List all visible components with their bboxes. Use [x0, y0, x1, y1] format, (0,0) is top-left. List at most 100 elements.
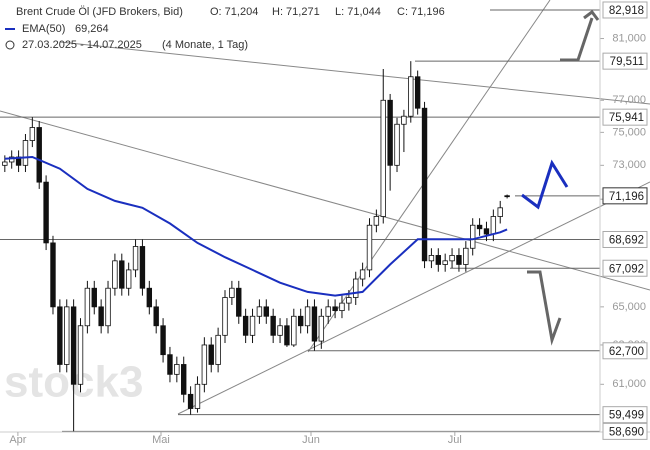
level-box: [602, 406, 648, 424]
candle-body: [421, 107, 428, 262]
candle-body: [394, 123, 400, 166]
candle-body: [105, 287, 111, 327]
level-label: 79,511: [610, 56, 644, 68]
y-tick-label: 75,000: [612, 126, 646, 138]
level-label: 75,941: [609, 112, 644, 124]
ohlc-close: C: 71,196: [397, 6, 445, 18]
trend-line: [307, 0, 551, 353]
date-range: 27.03.2025 - 14.07.2025: [22, 39, 142, 51]
candle-body: [380, 99, 386, 217]
candle-body: [373, 216, 380, 226]
candle-body: [215, 334, 221, 365]
candle-body: [132, 246, 139, 271]
candle-body: [435, 255, 442, 265]
y-tick-label: 73,000: [612, 159, 646, 171]
candle-body: [304, 306, 311, 327]
level-box: [602, 342, 648, 360]
level-box: [602, 52, 648, 70]
x-tick-label: Apr: [9, 434, 26, 446]
ohlc-open: O: 71,204: [210, 6, 258, 18]
candle-body: [22, 140, 29, 166]
level-box: [602, 187, 648, 205]
drawings: [0, 0, 650, 415]
candle-body: [339, 302, 345, 312]
candle-body: [463, 247, 469, 265]
candle-body: [428, 255, 435, 262]
candle-body: [236, 287, 242, 317]
trend-line: [59, 41, 650, 105]
level-box: [602, 230, 648, 248]
candle-body: [325, 306, 331, 317]
level-label: 67,092: [609, 263, 644, 275]
candle-body: [401, 115, 407, 125]
ema-label: EMA(50): [22, 23, 65, 35]
arrow-blue: [521, 159, 569, 210]
candle-body: [181, 364, 187, 395]
candle-body: [208, 344, 214, 365]
candle-body: [263, 306, 269, 317]
candle-body: [449, 255, 455, 262]
candle-body: [112, 260, 118, 289]
candle-body: [470, 224, 476, 249]
arrow-head: [583, 9, 600, 21]
ema-line: [4, 155, 508, 297]
candle-body: [43, 181, 49, 244]
candle-body: [297, 315, 304, 327]
candle-body: [146, 287, 153, 308]
instrument: Brent Crude Öl (JFD Brokers, Bid): [16, 6, 183, 18]
candle-body: [98, 306, 104, 327]
duration: (4 Monate, 1 Tag): [162, 39, 248, 51]
candle-body: [291, 315, 297, 346]
candle-body: [77, 325, 84, 385]
level-box: [602, 1, 648, 19]
candle-body: [222, 297, 228, 336]
x-tick-label: Jul: [448, 434, 462, 446]
candle-body: [442, 260, 448, 265]
candle-body: [50, 242, 56, 308]
y-tick-label: 81,000: [612, 32, 646, 44]
candle-body: [229, 287, 235, 298]
trend-line: [177, 181, 650, 415]
candle-body: [318, 315, 325, 342]
candle-body: [256, 306, 263, 317]
candle-body: [483, 228, 490, 235]
candle-body: [270, 315, 276, 336]
candle-body: [187, 393, 194, 409]
candle-body: [125, 269, 132, 289]
plot: [0, 9, 600, 432]
candle-body: [249, 315, 256, 336]
level-label: 62,700: [609, 346, 644, 358]
candle-body: [119, 260, 125, 289]
y-tick-label: 61,000: [612, 378, 646, 390]
candle-body: [84, 287, 91, 327]
x-tick-label: Mai: [152, 434, 170, 446]
y-tick-label: 65,000: [612, 301, 646, 313]
candle-body: [476, 224, 483, 230]
ema-value: 69,264: [75, 23, 109, 35]
arrow-up: [560, 17, 594, 62]
candle-body: [160, 325, 166, 356]
ohlc-low: L: 71,044: [335, 6, 381, 18]
candle-body: [139, 246, 146, 289]
candle-body: [8, 156, 15, 163]
candle-body: [497, 207, 503, 217]
candle-body: [414, 76, 421, 109]
candle-body: [201, 344, 208, 385]
level-label: 59,499: [609, 410, 644, 422]
candle-body: [242, 315, 249, 336]
candle-body: [57, 306, 63, 365]
candle-body: [36, 127, 42, 183]
candle-body: [91, 287, 97, 308]
candle-body: [504, 195, 510, 198]
candle-body: [332, 306, 338, 312]
candle-body: [408, 76, 414, 117]
candle-body: [194, 383, 201, 409]
candle-body: [2, 161, 8, 166]
candle-body: [359, 269, 366, 280]
candle-body: [456, 255, 462, 265]
candle-body: [387, 99, 393, 166]
candle-body: [311, 306, 318, 342]
trend-line: [0, 110, 650, 291]
